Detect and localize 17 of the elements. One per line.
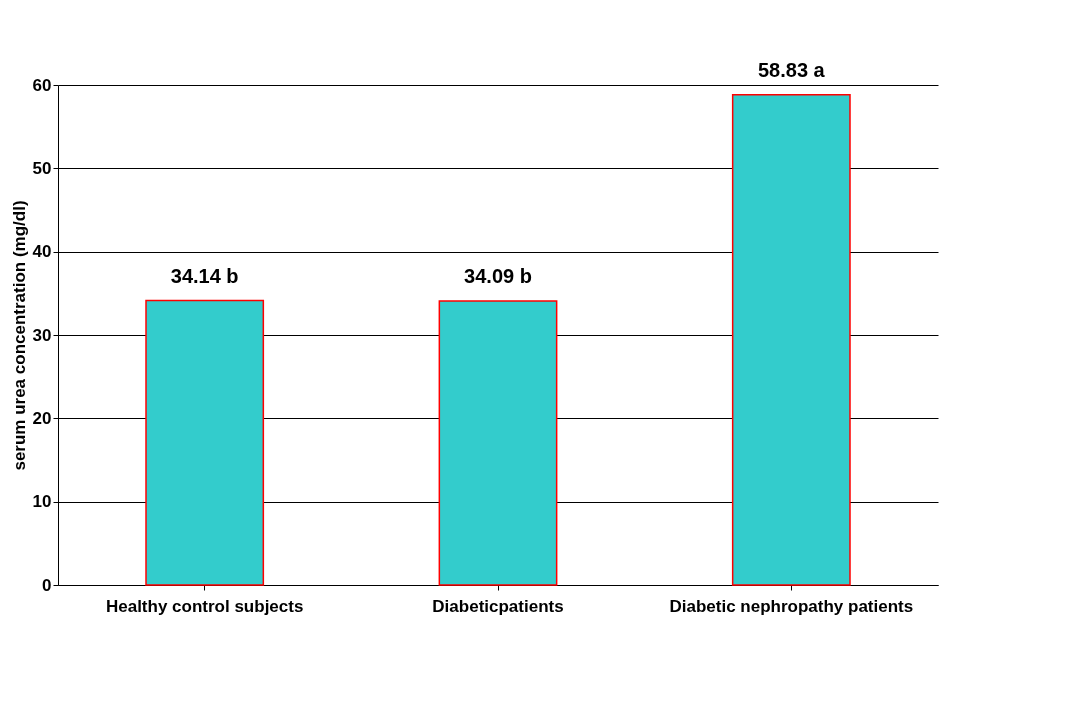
bar xyxy=(145,299,265,586)
data-label: 34.14 b xyxy=(170,264,239,287)
bar xyxy=(438,300,558,586)
bar xyxy=(731,94,851,586)
data-label: 58.83 a xyxy=(757,58,826,81)
y-axis-title: serum urea concentration (mg/dl) xyxy=(9,200,29,471)
x-tick-label: Diabeticpatients xyxy=(432,596,564,616)
y-tick-label: 40 xyxy=(32,242,52,262)
y-tick-label: 50 xyxy=(32,158,52,178)
y-tick-label: 20 xyxy=(32,408,52,428)
x-tick-label: Diabetic nephropathy patients xyxy=(669,596,914,616)
y-tick-label: 60 xyxy=(32,75,52,95)
y-tick-label: 10 xyxy=(32,492,52,512)
data-label: 34.09 b xyxy=(464,264,532,287)
x-tick-label: Healthy control subjects xyxy=(105,596,304,616)
y-tick-label: 0 xyxy=(42,575,52,595)
y-tick-label: 30 xyxy=(32,325,52,345)
